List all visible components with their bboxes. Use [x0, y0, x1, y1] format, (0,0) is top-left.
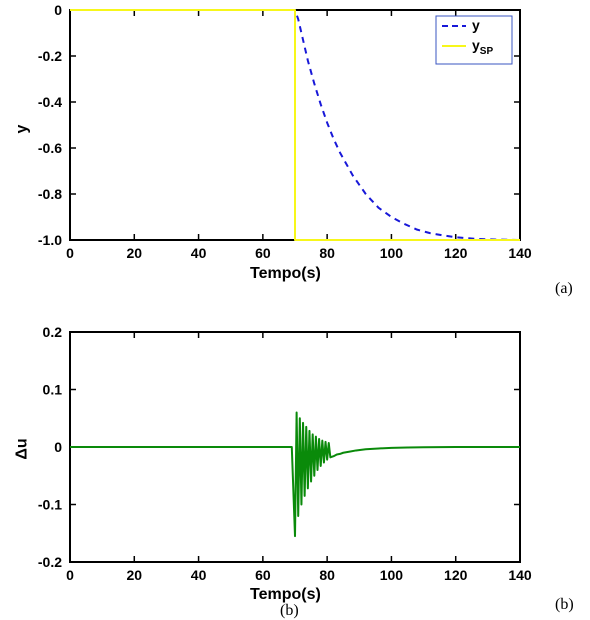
svg-text:-1.0: -1.0 — [38, 232, 62, 248]
svg-text:120: 120 — [444, 567, 468, 583]
svg-text:-0.2: -0.2 — [38, 48, 62, 64]
svg-text:-0.4: -0.4 — [38, 94, 62, 110]
svg-text:40: 40 — [191, 567, 207, 583]
page: 020406080100120140-1.0-0.8-0.6-0.4-0.20y… — [0, 0, 590, 614]
svg-text:y: y — [472, 17, 480, 33]
svg-text:120: 120 — [444, 245, 468, 261]
svg-text:140: 140 — [508, 245, 532, 261]
chart-a: 020406080100120140-1.0-0.8-0.6-0.4-0.20y… — [70, 10, 572, 277]
svg-text:0: 0 — [66, 567, 74, 583]
svg-text:-0.1: -0.1 — [38, 497, 62, 513]
extra-caption: (b) — [280, 602, 299, 620]
svg-text:20: 20 — [126, 567, 142, 583]
svg-text:0.2: 0.2 — [43, 324, 63, 340]
svg-text:80: 80 — [319, 567, 335, 583]
svg-text:100: 100 — [380, 245, 404, 261]
chart-b: 020406080100120140-0.2-0.100.10.2 — [70, 332, 572, 599]
svg-text:20: 20 — [126, 245, 142, 261]
svg-text:-0.8: -0.8 — [38, 186, 62, 202]
svg-text:0: 0 — [54, 439, 62, 455]
chart-b-ylabel: Δu — [14, 438, 32, 459]
svg-text:0: 0 — [54, 2, 62, 18]
svg-text:0.1: 0.1 — [43, 382, 63, 398]
chart-a-subcaption: (a) — [555, 280, 573, 298]
chart-a-ylabel: y — [13, 125, 31, 134]
svg-text:140: 140 — [508, 567, 532, 583]
svg-text:60: 60 — [255, 567, 271, 583]
svg-text:0: 0 — [66, 245, 74, 261]
svg-text:100: 100 — [380, 567, 404, 583]
chart-a-xlabel: Tempo(s) — [250, 265, 321, 283]
svg-text:80: 80 — [319, 245, 335, 261]
chart-b-subcaption: (b) — [555, 596, 574, 614]
svg-text:40: 40 — [191, 245, 207, 261]
svg-text:60: 60 — [255, 245, 271, 261]
svg-text:-0.2: -0.2 — [38, 554, 62, 570]
svg-text:-0.6: -0.6 — [38, 140, 62, 156]
